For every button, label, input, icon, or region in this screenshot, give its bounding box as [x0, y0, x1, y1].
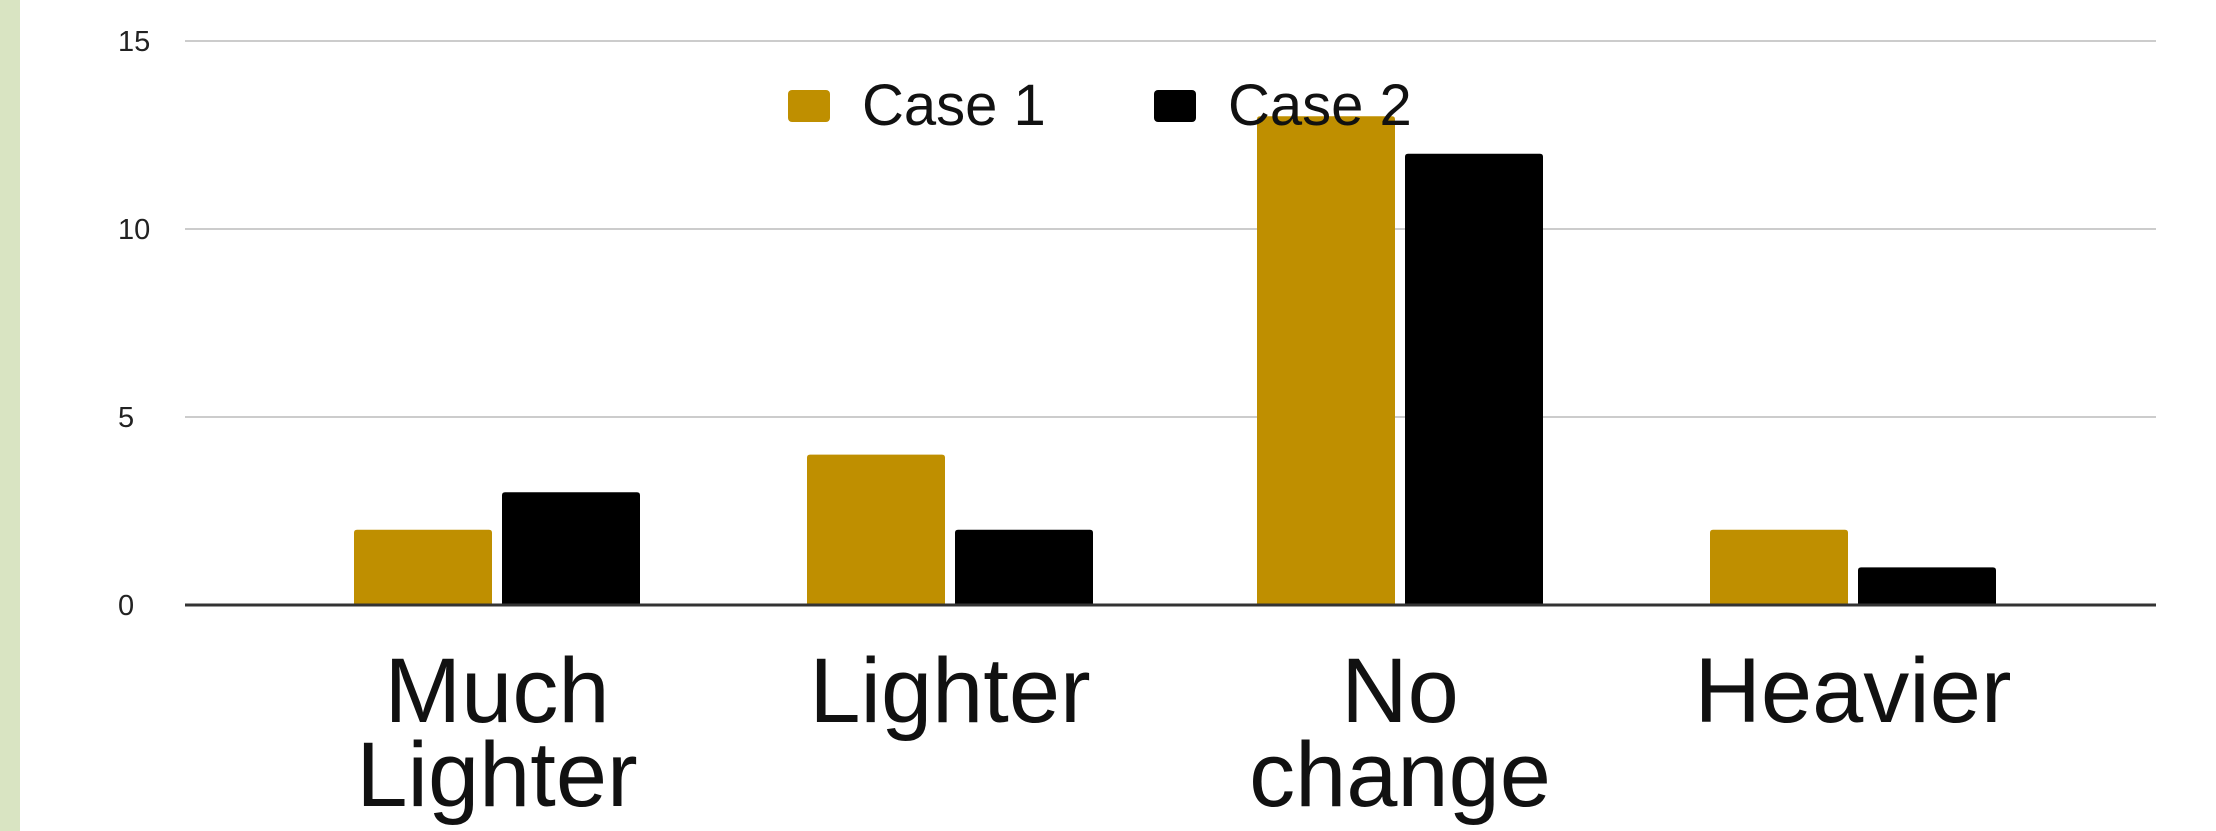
- bar-case-2-2: [1405, 153, 1543, 606]
- x-category-label: Heavier: [1694, 640, 2011, 742]
- y-tick-label: 0: [118, 590, 134, 622]
- bar-case-1-0: [354, 529, 492, 605]
- x-category-label: Much Lighter: [356, 640, 637, 826]
- y-axis-tick-labels: 0 5 10 15: [118, 26, 150, 622]
- x-category-label: No change: [1249, 640, 1551, 826]
- legend-swatch: [1154, 90, 1196, 122]
- legend-swatch: [788, 90, 830, 122]
- x-category-label: Lighter: [809, 640, 1090, 742]
- legend-label: Case 2: [1228, 73, 1412, 138]
- y-tick-label: 5: [118, 402, 134, 434]
- bar-case-1-3: [1710, 529, 1848, 605]
- bars: [354, 116, 1996, 606]
- bar-case-2-1: [955, 529, 1093, 605]
- legend-label: Case 1: [862, 73, 1046, 138]
- bar-case-2-3: [1858, 567, 1996, 605]
- y-tick-label: 10: [118, 214, 150, 246]
- gridlines: [185, 40, 2156, 418]
- bar-case-1-2: [1257, 116, 1395, 605]
- bar-case-2-0: [502, 492, 640, 605]
- legend: Case 1 Case 2: [788, 73, 1412, 138]
- x-axis-category-labels: Much Lighter Lighter No change Heavier: [356, 640, 2011, 826]
- bar-case-1-1: [807, 454, 945, 605]
- y-tick-label: 15: [118, 26, 150, 58]
- left-accent-strip: [0, 0, 20, 831]
